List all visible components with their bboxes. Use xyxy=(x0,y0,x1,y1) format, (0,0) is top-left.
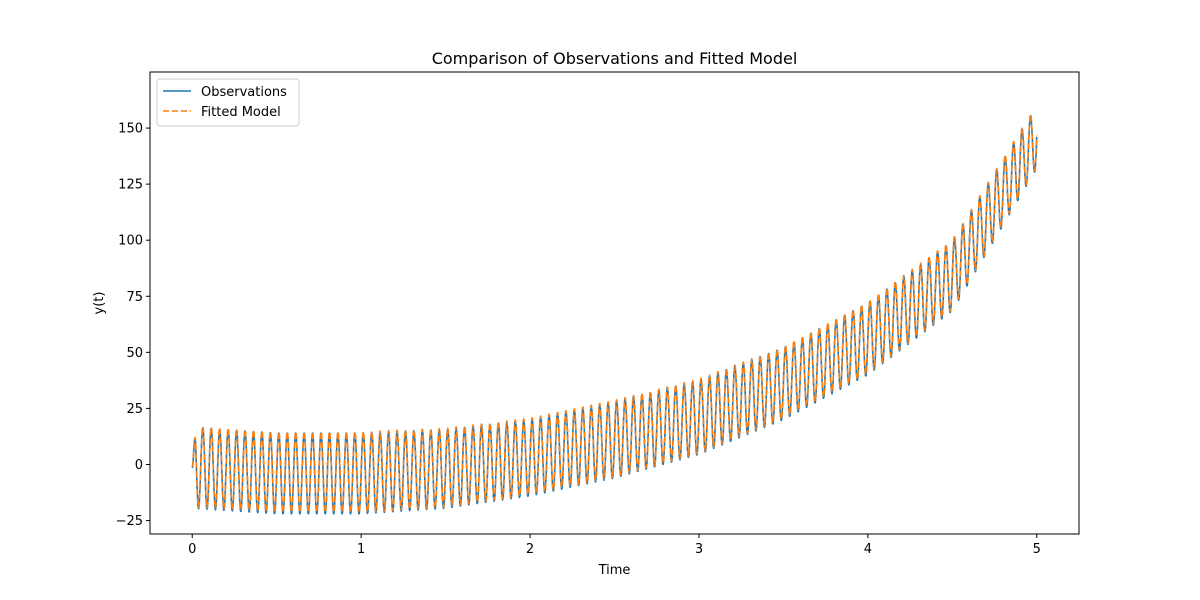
y-tick-label: −25 xyxy=(116,514,143,529)
legend-label-fitted-model: Fitted Model xyxy=(201,105,281,120)
legend-box xyxy=(156,78,300,127)
x-tick-label: 4 xyxy=(864,542,872,557)
y-tick-label: 75 xyxy=(126,290,143,305)
y-axis: −25 0 25 50 75 100 125 150 xyxy=(116,122,150,529)
y-tick-label: 25 xyxy=(126,402,143,417)
y-tick-label: 0 xyxy=(135,458,143,473)
legend-label-observations: Observations xyxy=(201,85,287,100)
series-line-fitted-model xyxy=(191,113,1038,514)
x-tick-label: 5 xyxy=(1033,542,1041,557)
y-tick-label: 125 xyxy=(118,178,143,193)
plot-frame xyxy=(149,71,1080,535)
x-axis-label: Time xyxy=(598,563,631,578)
y-tick-label: 150 xyxy=(118,122,143,137)
y-axis-label: y(t) xyxy=(92,292,107,315)
x-tick-label: 3 xyxy=(695,542,703,557)
x-tick-label: 1 xyxy=(357,542,365,557)
y-tick-label: 50 xyxy=(126,346,143,361)
chart-title: Comparison of Observations and Fitted Mo… xyxy=(432,49,798,68)
y-tick-label: 100 xyxy=(118,234,143,249)
legend: Observations Fitted Model xyxy=(156,78,300,127)
x-tick-label: 2 xyxy=(526,542,534,557)
x-tick-label: 0 xyxy=(188,542,196,557)
series-layer xyxy=(191,113,1038,515)
x-axis: 0 1 2 3 4 5 xyxy=(188,534,1041,557)
